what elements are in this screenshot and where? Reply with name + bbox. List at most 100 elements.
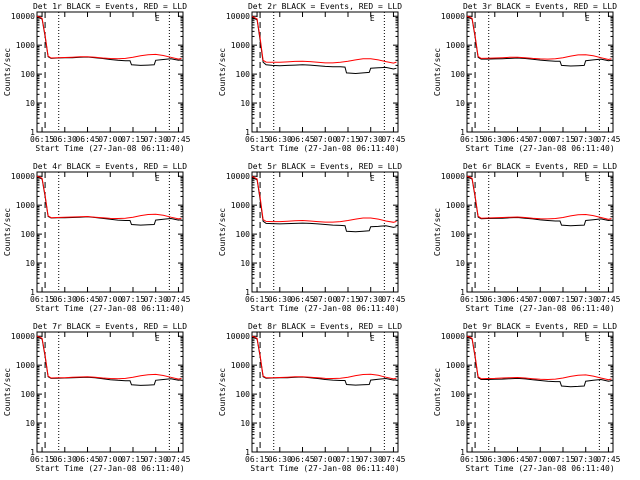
x-tick-label: 06:15 [460,135,484,144]
y-axis-label: Counts/sec [3,48,12,96]
x-tick-label: 06:30 [268,135,292,144]
y-axis-label: Counts/sec [433,368,442,416]
x-tick-label: 07:45 [381,455,405,464]
y-axis-label: Counts/sec [433,208,442,256]
detector-panel: 1 10 100 1000 10000 06:1506:3006:4507:0007:15… [218,2,406,153]
y-tick-label: 10 [455,99,465,108]
x-tick-label: 07:30 [144,295,168,304]
y-tick-label: 10000 [441,332,465,341]
panel-title: Det 4r BLACK = Events, RED = LLD [33,162,187,171]
x-tick-label: 06:45 [75,455,99,464]
x-tick-label: 07:00 [313,135,337,144]
y-tick-label: 1000 [231,41,250,50]
y-tick-label: 10000 [11,172,35,181]
x-axis-label: Start Time (27-Jan-08 06:11:40) [250,144,399,153]
x-tick-label: 07:45 [596,295,620,304]
series-line-events [466,16,612,67]
y-tick-label: 1 [30,128,35,137]
y-tick-label: 1 [245,448,250,457]
detector-panel: 1 10 100 1000 10000 06:1506:3006:4507:0007:15… [3,322,191,473]
x-tick-label: 06:45 [290,295,314,304]
x-tick-label: 06:15 [460,455,484,464]
y-tick-label: 100 [451,230,466,239]
panel-title: Det 3r BLACK = Events, RED = LLD [463,2,617,11]
detector-panel: 1 10 100 1000 10000 06:1506:3006:4507:0007:15… [433,2,621,153]
series-line-lld [36,15,182,60]
y-tick-label: 10 [455,419,465,428]
detector-panel: 1 10 100 1000 10000 06:1506:3006:4507:0007:15… [218,322,406,473]
y-tick-label: 1000 [16,361,35,370]
series-line-lld [466,15,612,61]
detector-panel: 1 10 100 1000 10000 06:1506:3006:4507:0007:15… [3,162,191,313]
series-line-events [251,177,397,233]
x-tick-label: 07:00 [528,455,552,464]
e-marker: E [155,174,160,183]
x-tick-label: 06:30 [483,135,507,144]
y-tick-label: 100 [21,230,36,239]
series-line-events [251,336,397,386]
series-line-events [466,176,612,227]
x-tick-label: 07:15 [551,295,575,304]
e-marker: E [585,334,590,343]
y-tick-label: 1000 [446,361,465,370]
e-marker: E [585,14,590,23]
x-tick-label: 06:30 [53,455,77,464]
x-tick-label: 07:45 [381,295,405,304]
x-tick-label: 07:45 [381,135,405,144]
e-marker: E [155,14,160,23]
y-tick-label: 1000 [231,361,250,370]
x-tick-label: 07:30 [574,295,598,304]
y-axis-label: Counts/sec [218,208,227,256]
e-marker: E [370,174,375,183]
y-tick-label: 100 [236,230,251,239]
x-tick-label: 07:30 [574,135,598,144]
y-tick-label: 1000 [231,201,250,210]
series-line-lld [466,175,612,220]
x-tick-label: 07:00 [98,455,122,464]
y-tick-label: 10 [240,259,250,268]
x-axis-label: Start Time (27-Jan-08 06:11:40) [250,464,399,473]
x-tick-label: 06:15 [30,295,54,304]
x-tick-label: 06:45 [505,295,529,304]
y-tick-label: 10000 [11,332,35,341]
series-line-lld [36,335,182,380]
x-tick-label: 06:45 [75,135,99,144]
x-tick-label: 07:15 [336,135,360,144]
x-tick-label: 07:00 [98,295,122,304]
detector-panel: 1 10 100 1000 10000 06:1506:3006:4507:0007:15… [433,162,621,313]
x-tick-label: 07:30 [574,455,598,464]
y-tick-label: 100 [236,390,251,399]
x-axis-label: Start Time (27-Jan-08 06:11:40) [35,304,184,313]
y-tick-label: 1000 [16,41,35,50]
x-tick-label: 06:15 [460,295,484,304]
y-tick-label: 100 [21,390,36,399]
y-tick-label: 10000 [226,12,250,21]
x-axis-label: Start Time (27-Jan-08 06:11:40) [35,144,184,153]
x-tick-label: 06:15 [30,455,54,464]
x-tick-label: 06:15 [245,135,269,144]
x-tick-label: 06:30 [483,295,507,304]
y-tick-label: 10 [455,259,465,268]
panel-title: Det 2r BLACK = Events, RED = LLD [248,2,402,11]
y-tick-label: 10 [240,419,250,428]
x-axis-label: Start Time (27-Jan-08 06:11:40) [465,304,614,313]
panel-title: Det 8r BLACK = Events, RED = LLD [248,322,402,331]
x-tick-label: 06:45 [505,135,529,144]
y-axis-label: Counts/sec [3,368,12,416]
panel-title: Det 1r BLACK = Events, RED = LLD [33,2,187,11]
x-tick-label: 07:45 [166,135,190,144]
x-tick-label: 07:45 [166,295,190,304]
y-tick-label: 10000 [226,332,250,341]
y-tick-label: 10 [25,99,35,108]
series-line-lld [251,16,397,64]
y-tick-label: 10000 [226,172,250,181]
x-axis-label: Start Time (27-Jan-08 06:11:40) [465,464,614,473]
y-tick-label: 100 [21,70,36,79]
x-tick-label: 06:45 [290,135,314,144]
y-tick-label: 100 [451,390,466,399]
series-line-lld [36,175,182,220]
e-marker: E [155,334,160,343]
y-tick-label: 1 [245,288,250,297]
y-axis-label: Counts/sec [433,48,442,96]
